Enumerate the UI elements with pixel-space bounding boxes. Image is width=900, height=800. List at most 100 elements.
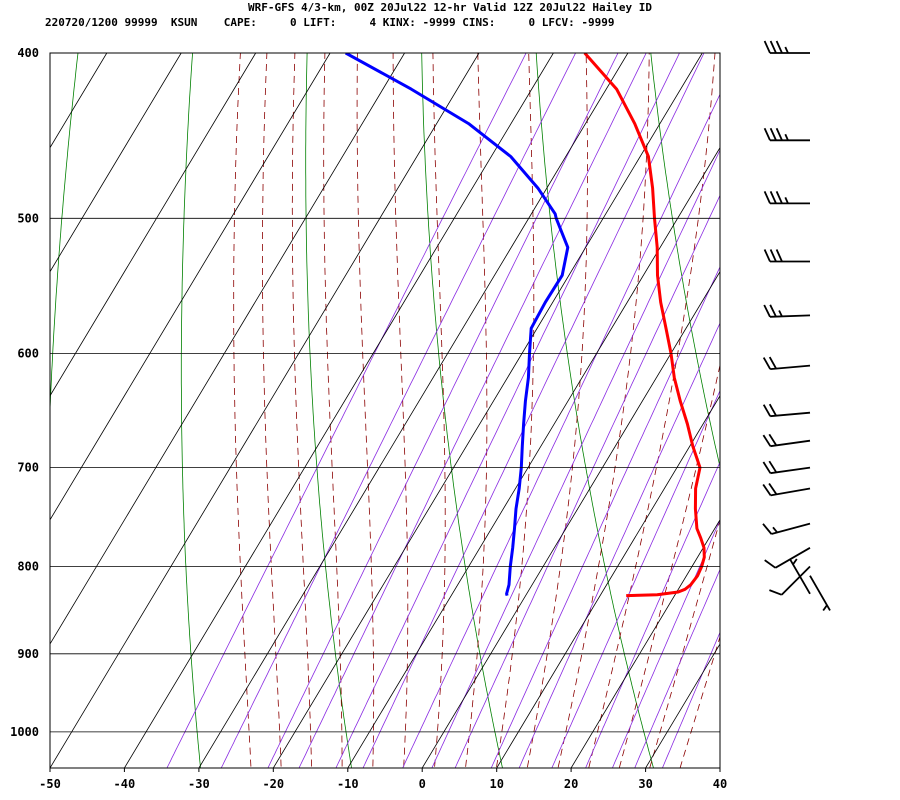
wind-barb: [789, 558, 811, 595]
wind-barb-staff: [789, 558, 811, 595]
temperature-axis: -50 -40 -30 -20 -10 0 10 20 30 40: [39, 768, 727, 791]
temperature-tick-label: 20: [564, 777, 578, 791]
isotherm-line: [50, 53, 257, 397]
wind-barb-feather: [778, 310, 783, 317]
dry-adiabat-line: [845, 0, 900, 800]
isotherm-line: [347, 146, 720, 768]
isotherm-line: [421, 270, 720, 768]
wind-barb-feather: [769, 127, 777, 141]
moist-adiabat-line: [679, 635, 720, 768]
temperature-tick-label: 30: [638, 777, 652, 791]
moist-adiabat-line: [392, 53, 409, 768]
isotherm-line: [719, 767, 720, 768]
moist-adiabat-line: [291, 53, 312, 768]
isotherm-line: [50, 53, 405, 645]
pressure-tick-label: 1000: [10, 725, 39, 739]
wind-barb-feather: [775, 127, 783, 141]
wind-barb: [762, 403, 811, 418]
wind-barb: [762, 482, 811, 497]
wind-barb-staff: [770, 466, 811, 475]
moist-adiabat-line: [588, 53, 716, 768]
wind-barb-feather: [772, 526, 778, 533]
wind-barb-feather: [769, 249, 777, 262]
dry-adiabat-line: [50, 53, 79, 768]
temperature-tick-label: 10: [489, 777, 503, 791]
isotherm-line: [124, 53, 554, 768]
moist-adiabat-line: [618, 363, 720, 768]
wind-barb-feather: [768, 482, 778, 495]
wind-barb-staff: [774, 547, 811, 569]
wind-barb: [809, 575, 831, 612]
isotherm-line: [645, 643, 720, 768]
dewpoint-trace: [344, 53, 570, 597]
isotherm-line: [496, 395, 720, 768]
moist-adiabat-line: [649, 518, 720, 768]
dry-adiabat-line: [305, 53, 352, 768]
wind-barb-feather: [763, 40, 771, 54]
chart-title: WRF-GFS 4/3-km, 00Z 20Jul22 12-hr Valid …: [248, 1, 652, 14]
temperature-tick-label: 40: [713, 777, 727, 791]
pressure-tick-label: 500: [17, 211, 39, 225]
temperature-tick-label: -20: [262, 777, 284, 791]
wind-barb-feather: [762, 357, 771, 370]
wind-barb: [764, 547, 811, 569]
moist-adiabat-line: [233, 53, 252, 768]
wind-barb-feather: [763, 191, 771, 204]
wind-barb-feather: [769, 191, 777, 204]
mixing-ratio-line: [267, 53, 619, 768]
wind-barb-staff: [770, 411, 811, 418]
wind-barb: [763, 191, 810, 205]
wind-barb-feather: [775, 249, 783, 262]
wind-barb: [762, 522, 811, 535]
wind-barb-staff: [770, 439, 811, 448]
pressure-tick-label: 700: [17, 461, 39, 475]
wind-barb-feather: [775, 40, 783, 54]
pressure-tick-label: 800: [17, 560, 39, 574]
mixing-ratio-line: [585, 461, 720, 768]
wind-barb: [762, 460, 811, 475]
moist-adiabat-line: [495, 53, 535, 768]
mixing-ratio-line: [362, 53, 705, 768]
wind-barb: [763, 304, 811, 318]
wind-barb-feather: [784, 197, 789, 204]
wind-barb-feather: [768, 403, 777, 417]
chart-subtitle: 220720/1200 99999 KSUN CAPE: 0 LIFT: 4 K…: [45, 16, 615, 29]
wind-barb-feather: [769, 40, 777, 54]
wind-barb-feather: [763, 249, 771, 262]
wind-barb-staff: [781, 565, 811, 596]
wind-barb: [763, 40, 810, 54]
isotherm-line: [50, 53, 108, 149]
wind-barb-feather: [792, 558, 798, 565]
temperature-tick-label: -30: [188, 777, 210, 791]
temperature-tick-label: 0: [419, 777, 426, 791]
wind-barb-feather: [769, 589, 783, 596]
pressure-tick-label: 600: [17, 346, 39, 360]
wind-barb-feather: [768, 433, 778, 446]
sounding-traces: [344, 53, 706, 598]
wind-barb-feather: [762, 461, 772, 474]
wind-barb-staff: [770, 364, 811, 370]
moist-adiabat-line: [356, 53, 375, 768]
pressure-tick-label: 400: [17, 46, 39, 60]
wind-barb-feather: [822, 604, 828, 612]
wind-barb-feather: [784, 133, 789, 141]
isotherm-line: [198, 53, 629, 768]
moist-adiabat-line: [262, 53, 282, 768]
dry-adiabat-line: [739, 0, 900, 800]
wind-barbs: [762, 40, 831, 612]
mixing-ratio-line: [431, 149, 720, 768]
temperature-tick-label: -40: [114, 777, 136, 791]
isotherm-line: [570, 519, 720, 768]
isotherm-line: [50, 53, 182, 273]
dry-adiabat-line: [0, 0, 1, 800]
moist-adiabat-line: [432, 53, 446, 768]
wind-barb-feather: [762, 523, 773, 535]
mixing-ratio-line: [518, 322, 720, 768]
isotherm-line: [794, 53, 900, 768]
wind-barb-feather: [769, 304, 777, 317]
pressure-axis: 400 500 600 700 800 900 1000: [10, 46, 720, 739]
mixing-ratio-line: [611, 519, 720, 768]
wind-barb-feather: [768, 460, 778, 473]
